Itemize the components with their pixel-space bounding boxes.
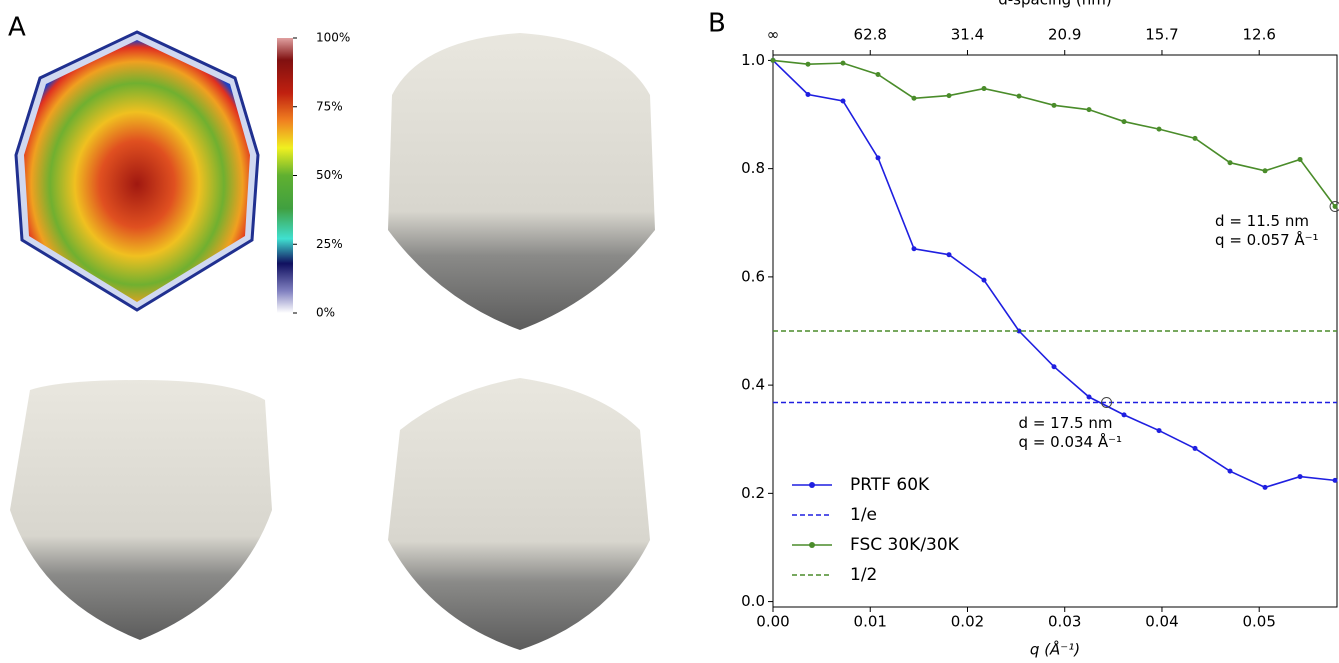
x2-tick-label: 15.7 bbox=[1145, 26, 1178, 44]
point bbox=[1298, 474, 1303, 479]
point bbox=[1228, 160, 1233, 165]
point bbox=[1087, 107, 1092, 112]
legend-label: FSC 30K/30K bbox=[850, 535, 960, 555]
point bbox=[1333, 478, 1338, 483]
colorbar bbox=[277, 38, 293, 313]
point bbox=[947, 93, 952, 98]
colorbar-tick-label: 75% bbox=[316, 99, 343, 113]
point bbox=[1122, 119, 1127, 124]
point bbox=[1298, 157, 1303, 162]
render-bottom-right bbox=[388, 378, 650, 650]
legend-point bbox=[809, 482, 815, 488]
y-tick-label: 0.0 bbox=[741, 592, 765, 610]
point bbox=[771, 58, 776, 63]
point bbox=[1228, 469, 1233, 474]
y-tick-label: 0.4 bbox=[741, 376, 765, 394]
y-tick-label: 0.6 bbox=[741, 267, 765, 285]
x-tick-label: 0.01 bbox=[854, 613, 887, 631]
x-tick-label: 0.04 bbox=[1145, 613, 1178, 631]
page: A B 100% 75% 50% 25% 0% 0.0 0.2 0.4 0.6 0.8 1.0 0.0… bbox=[0, 0, 1339, 663]
colorbar-tick-label: 50% bbox=[316, 168, 343, 182]
annotation: q = 0.034 Å⁻¹ bbox=[1019, 432, 1123, 451]
annotation: d = 17.5 nm bbox=[1019, 414, 1113, 432]
point bbox=[912, 246, 917, 251]
point bbox=[912, 96, 917, 101]
legend-point bbox=[809, 542, 815, 548]
point bbox=[876, 72, 881, 77]
point bbox=[1193, 136, 1198, 141]
point bbox=[876, 155, 881, 160]
x-tick-label: 0.05 bbox=[1243, 613, 1276, 631]
legend-label: 1/2 bbox=[850, 565, 877, 585]
x-tick-label: 0.02 bbox=[951, 613, 984, 631]
x2-tick-label: 20.9 bbox=[1048, 26, 1081, 44]
point bbox=[841, 99, 846, 104]
x-tick-label: 0.00 bbox=[756, 613, 789, 631]
x-axis-label: q (Å⁻¹) bbox=[1030, 640, 1080, 659]
point bbox=[1193, 446, 1198, 451]
colorbar-tick-label: 0% bbox=[316, 306, 335, 320]
point bbox=[806, 62, 811, 67]
legend-label: 1/e bbox=[850, 505, 877, 525]
point bbox=[841, 61, 846, 66]
y-tick-label: 0.8 bbox=[741, 159, 765, 177]
figure: A B 100% 75% 50% 25% 0% 0.0 0.2 0.4 0.6 0.8 1.0 0.0… bbox=[0, 0, 1339, 663]
y-tick-label: 1.0 bbox=[741, 51, 765, 69]
point bbox=[982, 278, 987, 283]
colorbar-tick-label: 100% bbox=[316, 31, 350, 45]
x-tick-label: 0.03 bbox=[1048, 613, 1081, 631]
series-line bbox=[773, 60, 1335, 206]
point bbox=[947, 252, 952, 257]
colorbar-tick-label: 25% bbox=[316, 237, 343, 251]
x2-tick-label: ∞ bbox=[767, 26, 780, 44]
panel-label: B bbox=[708, 9, 726, 39]
point bbox=[1333, 204, 1338, 209]
render-bottom-left bbox=[10, 380, 272, 640]
point bbox=[1122, 412, 1127, 417]
x2-tick-label: 62.8 bbox=[854, 26, 887, 44]
point bbox=[1263, 485, 1268, 490]
annotation: d = 11.5 nm bbox=[1215, 212, 1309, 230]
x2-axis-label: d-spacing (nm) bbox=[998, 0, 1112, 9]
point bbox=[982, 86, 987, 91]
point bbox=[1087, 395, 1092, 400]
x2-tick-label: 31.4 bbox=[951, 26, 984, 44]
legend-label: PRTF 60K bbox=[850, 475, 930, 495]
y-tick-label: 0.2 bbox=[741, 484, 765, 502]
point bbox=[1052, 364, 1057, 369]
point bbox=[1052, 103, 1057, 108]
point bbox=[1263, 168, 1268, 173]
point bbox=[806, 92, 811, 97]
point bbox=[1017, 94, 1022, 99]
point bbox=[1157, 127, 1162, 132]
render-top-right bbox=[388, 33, 655, 330]
x2-tick-label: 12.6 bbox=[1243, 26, 1276, 44]
point bbox=[1157, 428, 1162, 433]
annotation: q = 0.057 Å⁻¹ bbox=[1215, 230, 1319, 249]
panel-label: A bbox=[8, 13, 26, 43]
